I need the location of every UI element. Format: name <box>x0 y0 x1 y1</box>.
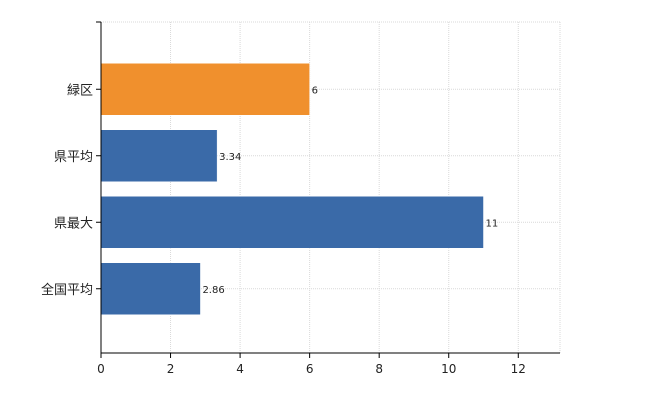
ticks <box>96 21 519 358</box>
y-tick-label: 全国平均 <box>41 282 93 298</box>
y-tick-label: 県最大 <box>54 216 93 231</box>
bar-3 <box>100 196 484 249</box>
x-tick-label: 10 <box>441 362 456 376</box>
axes <box>100 22 560 354</box>
data-label: 3.34 <box>219 152 241 163</box>
data-label: 11 <box>486 218 499 229</box>
x-tick-label: 12 <box>511 362 526 376</box>
labels: 0 2 4 6 8 10 12 緑区 6 県平均 3.34 県最大 11 全国平均 2.86 <box>41 83 526 376</box>
bar-4 <box>100 262 201 315</box>
bar-1 <box>100 63 310 116</box>
data-label: 6 <box>312 85 318 96</box>
bars <box>100 63 484 315</box>
x-tick-label: 4 <box>236 362 244 376</box>
bar-2 <box>100 129 218 182</box>
x-tick-label: 6 <box>306 362 314 376</box>
y-tick-label: 県平均 <box>54 150 93 165</box>
y-tick-label: 緑区 <box>67 83 93 98</box>
data-label: 2.86 <box>202 285 224 296</box>
x-tick-label: 2 <box>167 362 175 376</box>
x-tick-label: 0 <box>97 362 105 376</box>
x-tick-label: 8 <box>375 362 383 376</box>
